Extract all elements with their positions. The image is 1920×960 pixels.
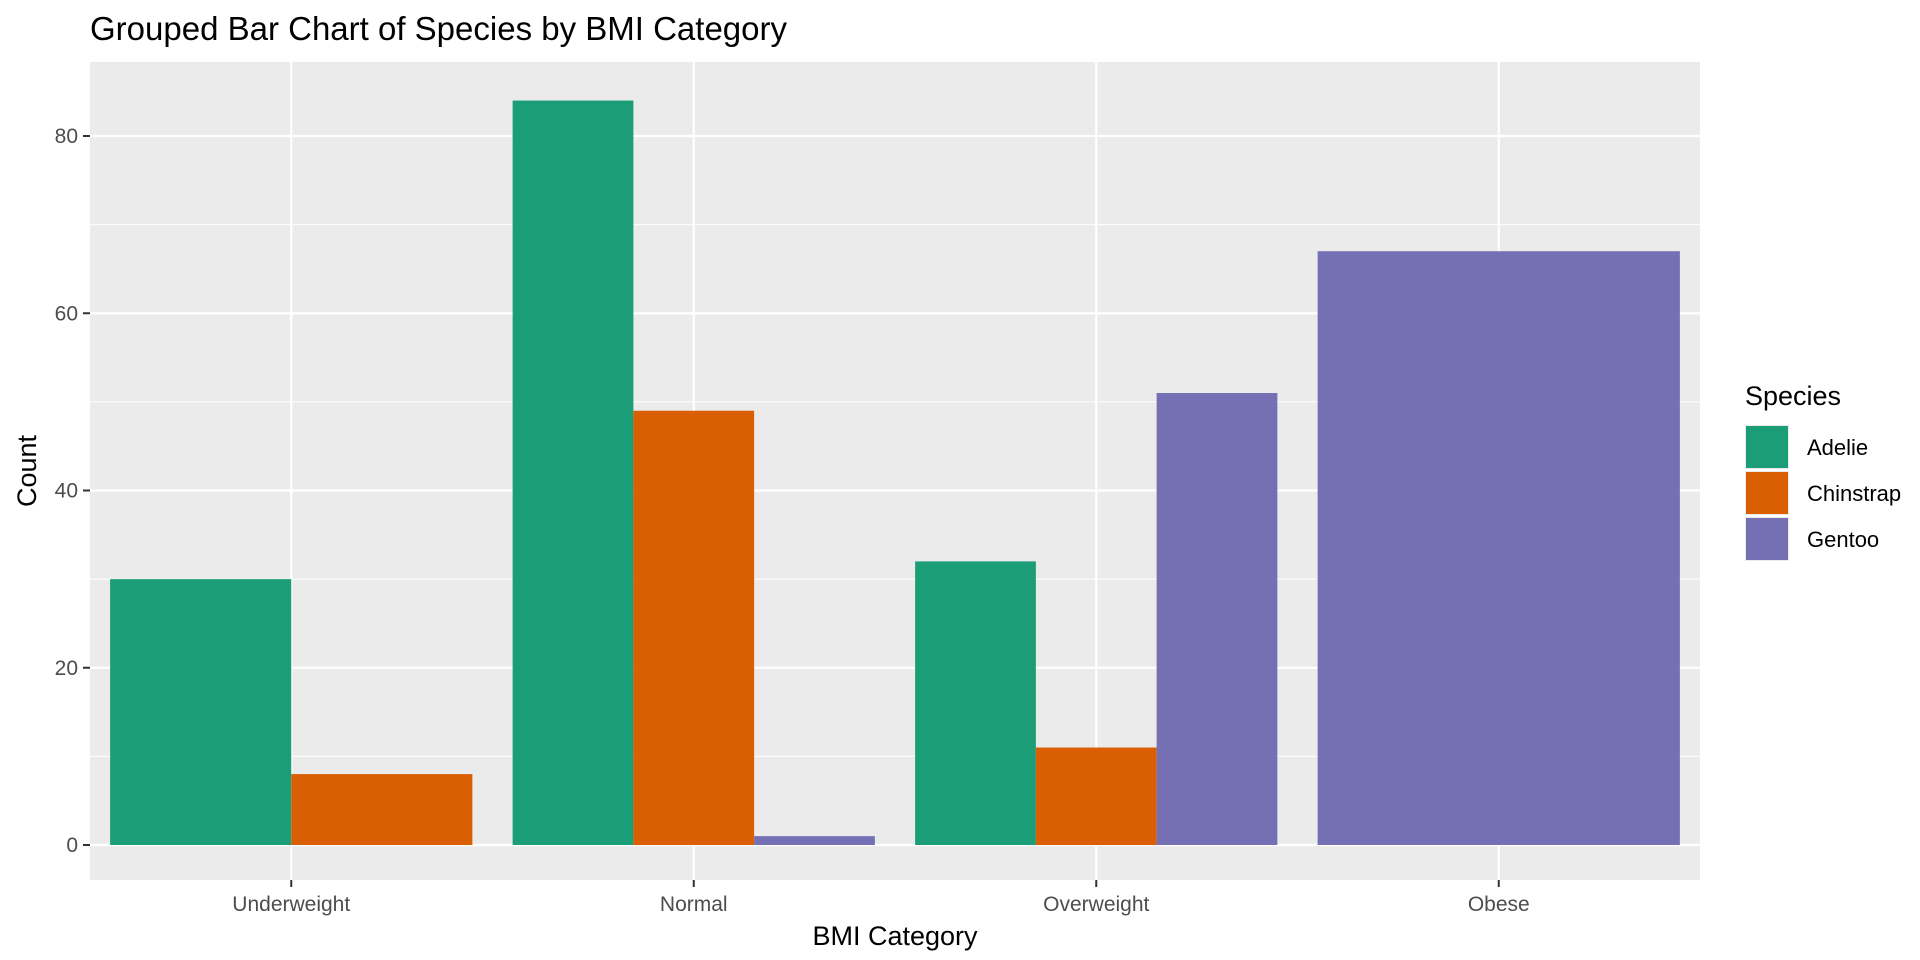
legend-swatch-chinstrap xyxy=(1746,472,1788,514)
bars xyxy=(110,100,1680,846)
legend-title: Species xyxy=(1745,381,1841,411)
x-tick-label: Overweight xyxy=(1043,893,1149,916)
y-tick-label: 20 xyxy=(55,657,78,680)
x-tick-label: Normal xyxy=(660,893,728,916)
legend: Species Adelie Chinstrap Gentoo xyxy=(1745,381,1901,561)
y-tick-label: 80 xyxy=(55,125,78,148)
bar-chinstrap-overweight xyxy=(1035,747,1157,845)
legend-label-adelie: Adelie xyxy=(1807,435,1868,460)
x-axis-title: BMI Category xyxy=(812,921,978,951)
bar-chinstrap-normal xyxy=(633,410,755,845)
bar-adelie-overweight xyxy=(915,561,1036,845)
y-axis: 0 20 40 60 80 xyxy=(55,125,90,857)
legend-label-chinstrap: Chinstrap xyxy=(1807,481,1901,506)
y-tick-label: 0 xyxy=(66,834,78,857)
bar-gentoo-overweight xyxy=(1156,393,1278,845)
chart-title: Grouped Bar Chart of Species by BMI Cate… xyxy=(90,10,787,47)
legend-swatch-gentoo xyxy=(1746,518,1788,560)
y-axis-title: Count xyxy=(12,434,42,507)
bar-gentoo-normal xyxy=(754,836,875,845)
x-tick-label: Obese xyxy=(1468,893,1530,916)
y-tick-label: 40 xyxy=(55,480,78,503)
legend-swatch-adelie xyxy=(1746,426,1788,468)
bar-chinstrap-underweight xyxy=(291,774,473,845)
bar-adelie-underweight xyxy=(110,579,292,845)
x-axis: Underweight Normal Overweight Obese xyxy=(232,880,1530,916)
bar-adelie-normal xyxy=(512,100,634,846)
bar-gentoo-obese xyxy=(1317,251,1680,845)
x-tick-label: Underweight xyxy=(232,893,350,916)
y-tick-label: 60 xyxy=(55,302,78,325)
legend-label-gentoo: Gentoo xyxy=(1807,527,1879,552)
